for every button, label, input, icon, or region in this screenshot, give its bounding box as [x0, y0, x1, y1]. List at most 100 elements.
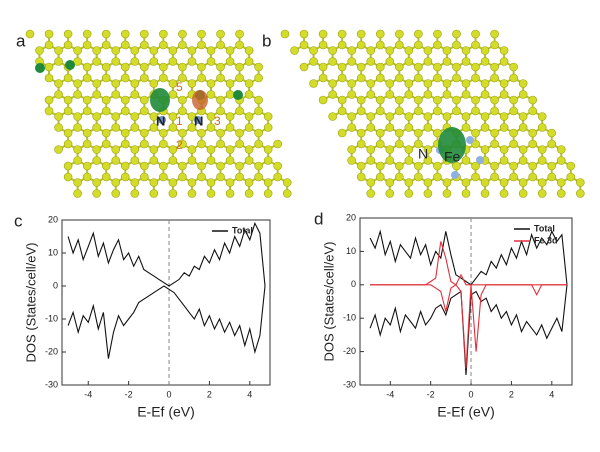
nitrogen-atom [158, 116, 166, 124]
carbon-atom [518, 112, 528, 121]
carbon-atom [130, 156, 140, 165]
carbon-atom [254, 161, 263, 171]
carbon-atom [92, 79, 101, 88]
carbon-atom [452, 73, 461, 83]
carbon-atom [206, 178, 216, 187]
carbon-atom [347, 79, 356, 88]
carbon-atom [92, 156, 101, 165]
carbon-atom [566, 161, 576, 171]
carbon-atom [480, 90, 490, 99]
carbon-atom [235, 139, 244, 149]
carbon-atom [395, 95, 404, 105]
carbon-atom [480, 79, 490, 88]
carbon-atom [82, 161, 92, 171]
carbon-atom [140, 139, 149, 149]
carbon-atom [442, 189, 452, 198]
site-label: 2 [176, 138, 183, 152]
carbon-atom [82, 139, 92, 149]
carbon-atom [187, 112, 197, 121]
y-tick-label: -30 [45, 379, 58, 389]
carbon-atom [490, 106, 499, 116]
x-tick-label: -2 [125, 389, 133, 399]
carbon-atom [414, 62, 423, 72]
carbon-atom [149, 112, 159, 121]
carbon-atom [499, 90, 509, 99]
carbon-atom [63, 73, 73, 83]
carbon-atom [337, 128, 347, 138]
carbon-atom [244, 46, 254, 55]
carbon-atom [101, 95, 111, 105]
carbon-atom [159, 62, 168, 72]
carbon-atom [347, 90, 356, 99]
carbon-atom [73, 90, 82, 99]
carbon-atom [225, 145, 235, 154]
carbon-atom [528, 161, 537, 171]
carbon-atom [206, 57, 216, 66]
carbon-atom [433, 95, 442, 105]
carbon-atom [120, 172, 130, 182]
carbon-atom [92, 112, 101, 121]
site-label: 3 [214, 114, 221, 128]
carbon-atom [149, 57, 159, 66]
carbon-atom [423, 156, 433, 165]
carbon-atom [452, 29, 461, 39]
carbon-atom [235, 40, 244, 50]
carbon-atom [461, 112, 471, 121]
carbon-atom [404, 90, 414, 99]
carbon-atom [461, 79, 471, 88]
carbon-atom [366, 79, 376, 88]
carbon-atom [414, 40, 423, 50]
orbital-lobe [192, 90, 208, 110]
carbon-atom [178, 29, 187, 39]
carbon-atom [404, 189, 414, 198]
carbon-atom [433, 73, 442, 83]
carbon-atom [168, 189, 178, 198]
carbon-atom [480, 46, 490, 55]
carbon-atom [206, 145, 216, 154]
carbon-atom [480, 57, 490, 66]
carbon-atom [471, 62, 480, 72]
carbon-atom [197, 73, 206, 83]
carbon-atom [537, 112, 547, 121]
site-label: 5 [176, 80, 183, 94]
carbon-atom [404, 57, 414, 66]
carbon-atom [197, 128, 206, 138]
carbon-atom [461, 57, 471, 66]
carbon-atom [375, 62, 385, 72]
carbon-atom [385, 57, 395, 66]
carbon-atom [73, 189, 82, 198]
carbon-atom [318, 40, 328, 50]
carbon-atom [395, 73, 404, 83]
carbon-atom [499, 178, 509, 187]
carbon-atom [206, 79, 216, 88]
carbon-atom [328, 112, 337, 121]
carbon-atom [244, 145, 254, 154]
carbon-atom [178, 40, 187, 50]
x-tick-label: 0 [167, 389, 172, 399]
carbon-atom [140, 29, 149, 39]
carbon-atom [547, 172, 557, 182]
carbon-atom [423, 46, 433, 55]
carbon-atom [92, 189, 101, 198]
carbon-atom [385, 189, 395, 198]
carbon-atom [82, 62, 92, 72]
carbon-atom [149, 123, 159, 132]
y-tick-label: -20 [45, 346, 58, 356]
carbon-atom [120, 128, 130, 138]
orbital-lobe [150, 88, 170, 112]
carbon-atom [187, 178, 197, 187]
carbon-atom [44, 95, 54, 105]
carbon-atom [423, 79, 433, 88]
carbon-atom [537, 178, 547, 187]
carbon-atom [452, 106, 461, 116]
carbon-atom [254, 106, 263, 116]
carbon-atom [225, 123, 235, 132]
y-tick-label: 20 [48, 214, 58, 224]
dopant-atom [65, 60, 75, 70]
carbon-atom [423, 112, 433, 121]
carbon-atom [499, 46, 509, 55]
x-tick-label: 4 [247, 389, 252, 399]
carbon-atom [235, 128, 244, 138]
carbon-atom [225, 79, 235, 88]
carbon-atom [92, 145, 101, 154]
